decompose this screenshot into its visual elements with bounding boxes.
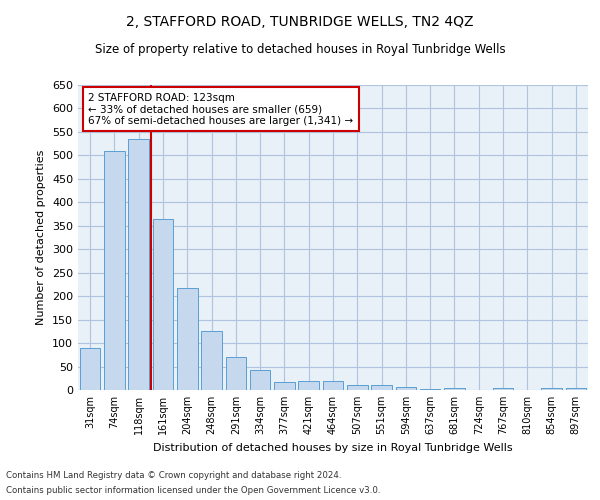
Bar xyxy=(104,150,125,390)
Y-axis label: Number of detached properties: Number of detached properties xyxy=(37,150,46,325)
Bar xyxy=(420,389,440,390)
Text: Size of property relative to detached houses in Royal Tunbridge Wells: Size of property relative to detached ho… xyxy=(95,42,505,56)
Bar xyxy=(493,388,514,390)
Bar xyxy=(201,332,222,390)
Bar xyxy=(323,380,343,390)
Bar xyxy=(541,388,562,390)
Text: Contains HM Land Registry data © Crown copyright and database right 2024.: Contains HM Land Registry data © Crown c… xyxy=(6,471,341,480)
Text: 2 STAFFORD ROAD: 123sqm
← 33% of detached houses are smaller (659)
67% of semi-d: 2 STAFFORD ROAD: 123sqm ← 33% of detache… xyxy=(88,92,353,126)
Bar xyxy=(152,218,173,390)
Bar xyxy=(347,385,368,390)
Bar xyxy=(566,388,586,390)
Bar xyxy=(177,288,197,390)
Bar xyxy=(226,357,246,390)
Bar xyxy=(298,380,319,390)
Bar xyxy=(80,348,100,390)
Bar xyxy=(128,139,149,390)
Text: 2, STAFFORD ROAD, TUNBRIDGE WELLS, TN2 4QZ: 2, STAFFORD ROAD, TUNBRIDGE WELLS, TN2 4… xyxy=(126,15,474,29)
Bar xyxy=(250,370,271,390)
Bar xyxy=(274,382,295,390)
Bar xyxy=(395,387,416,390)
Bar xyxy=(371,385,392,390)
Bar xyxy=(444,388,465,390)
Text: Contains public sector information licensed under the Open Government Licence v3: Contains public sector information licen… xyxy=(6,486,380,495)
X-axis label: Distribution of detached houses by size in Royal Tunbridge Wells: Distribution of detached houses by size … xyxy=(153,442,513,452)
